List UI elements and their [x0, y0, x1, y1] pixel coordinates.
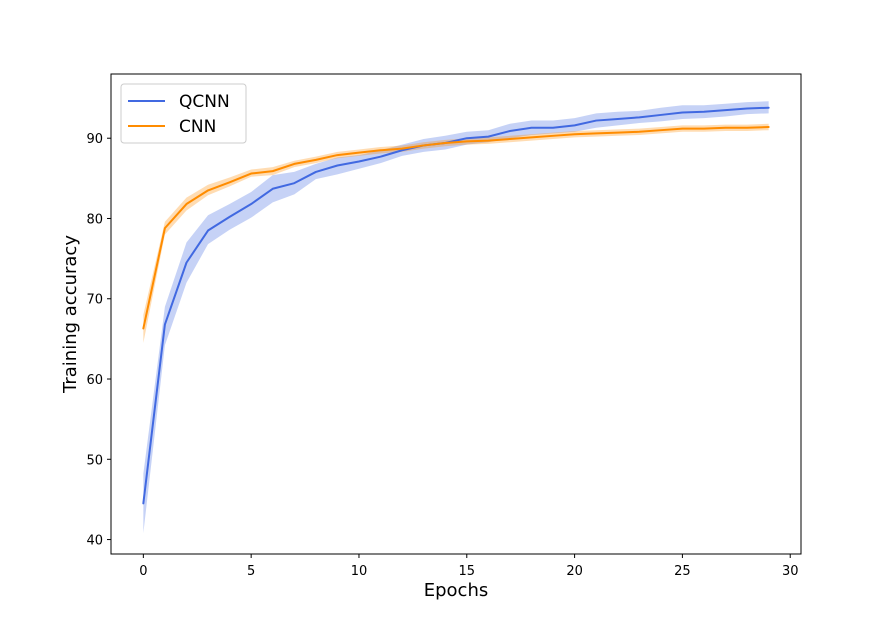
series-lines: [142, 106, 770, 505]
y-tick-label: 50: [86, 453, 103, 468]
line-cnn: [142, 125, 770, 330]
legend-label-cnn: CNN: [179, 117, 216, 137]
x-tick-label: 15: [459, 564, 476, 579]
plot-frame: [110, 73, 802, 555]
confidence-bands: [143, 101, 769, 534]
line-qcnn: [142, 106, 770, 505]
x-tick-label: 10: [351, 564, 368, 579]
x-tick-label: 25: [674, 564, 691, 579]
y-tick-label: 80: [86, 212, 103, 227]
legend-label-qcnn: QCNN: [179, 92, 230, 112]
x-tick-label: 20: [566, 564, 583, 579]
x-tick-label: 30: [782, 564, 799, 579]
band-qcnn: [143, 101, 769, 534]
y-tick-label: 40: [86, 534, 103, 549]
legend-box: [120, 83, 247, 144]
x-axis-ticks: 0 5 10 15 20 25 30: [139, 554, 798, 579]
legend: QCNN CNN: [120, 83, 247, 144]
y-axis-ticks: 40 50 60 70 80 90: [86, 132, 111, 549]
y-tick-label: 90: [86, 132, 103, 147]
y-axis-label: Training accuracy: [60, 235, 81, 394]
y-tick-label: 70: [86, 293, 103, 308]
x-axis-label: Epochs: [424, 580, 489, 601]
x-tick-label: 0: [139, 564, 147, 579]
band-cnn: [143, 123, 769, 343]
x-tick-label: 5: [247, 564, 255, 579]
y-tick-label: 60: [86, 373, 103, 388]
